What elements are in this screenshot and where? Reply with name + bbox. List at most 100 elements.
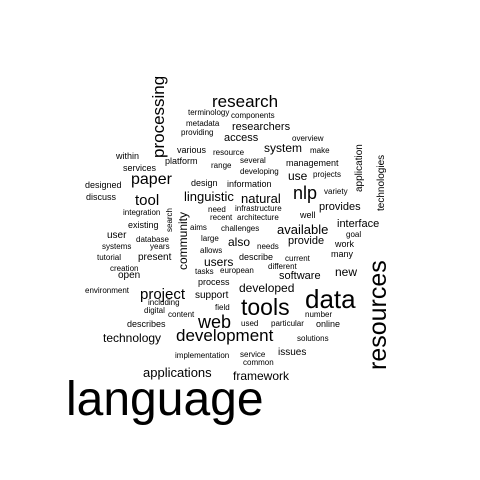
word-providing: providing xyxy=(181,128,214,137)
word-management: management xyxy=(286,158,339,168)
word-technology: technology xyxy=(103,331,162,345)
word-well: well xyxy=(300,210,316,220)
word-user: user xyxy=(107,230,127,241)
word-interface: interface xyxy=(337,218,380,230)
word-existing: existing xyxy=(128,220,159,230)
word-needs: needs xyxy=(257,242,279,251)
word-systems: systems xyxy=(102,242,132,251)
word-new: new xyxy=(335,265,358,279)
word-tool: tool xyxy=(135,192,160,209)
word-processing: processing xyxy=(149,75,168,158)
word-linguistic: linguistic xyxy=(184,189,234,204)
word-various: various xyxy=(177,145,207,155)
word-challenges: challenges xyxy=(221,224,260,233)
word-system: system xyxy=(264,141,303,155)
word-web: web xyxy=(198,312,232,332)
word-research: research xyxy=(212,92,279,111)
word-many: many xyxy=(331,249,354,259)
word-creation: creation xyxy=(110,264,139,273)
word-technologies: technologies xyxy=(376,154,387,211)
word-language: language xyxy=(66,373,264,426)
word-developed: developed xyxy=(239,281,295,295)
word-field: field xyxy=(215,303,230,312)
word-users: users xyxy=(204,255,234,269)
word-support: support xyxy=(195,290,229,301)
word-nlp: nlp xyxy=(293,183,318,203)
word-range: range xyxy=(211,161,232,170)
word-resource: resource xyxy=(213,148,245,157)
word-digital: digital xyxy=(144,306,165,315)
word-recent: recent xyxy=(210,213,233,222)
word-present: present xyxy=(138,252,172,263)
word-used: used xyxy=(241,319,259,328)
word-content: content xyxy=(168,310,195,319)
word-provides: provides xyxy=(319,201,361,213)
word-solutions: solutions xyxy=(297,334,329,343)
word-design: design xyxy=(191,178,218,188)
word-particular: particular xyxy=(271,319,304,328)
word-terminology: terminology xyxy=(188,108,230,117)
word-implementation: implementation xyxy=(175,351,230,360)
word-overview: overview xyxy=(292,134,324,143)
word-application: application xyxy=(354,144,365,192)
word-years: years xyxy=(150,242,170,251)
word-data: data xyxy=(305,284,356,314)
word-aims: aims xyxy=(190,223,207,232)
word-project: project xyxy=(140,286,186,303)
word-access: access xyxy=(224,132,259,144)
word-process: process xyxy=(198,277,230,287)
word-allows: allows xyxy=(200,246,223,255)
word-projects: projects xyxy=(313,170,342,179)
word-developing: developing xyxy=(240,167,279,176)
word-online: online xyxy=(316,319,341,329)
word-environment: environment xyxy=(85,286,130,295)
word-resources: resources xyxy=(364,260,392,370)
word-natural: natural xyxy=(241,191,281,206)
word-components: components xyxy=(231,111,275,120)
word-need: need xyxy=(208,205,226,214)
word-several: several xyxy=(240,156,266,165)
word-tools: tools xyxy=(241,294,290,320)
word-work: work xyxy=(335,239,355,249)
word-integration: integration xyxy=(123,208,161,217)
word-community: community xyxy=(176,211,190,270)
word-infrastructure: infrastructure xyxy=(235,204,282,213)
word-open: open xyxy=(118,270,141,281)
word-within: within xyxy=(116,151,140,161)
word-development: development xyxy=(176,326,274,345)
word-search: search xyxy=(165,207,174,232)
word-common: common xyxy=(243,358,274,367)
word-applications: applications xyxy=(143,365,212,380)
word-issues: issues xyxy=(278,347,307,358)
word-european: european xyxy=(220,266,254,275)
word-discuss: discuss xyxy=(86,192,117,202)
word-architecture: architecture xyxy=(237,213,279,222)
word-use: use xyxy=(288,169,308,183)
word-number: number xyxy=(305,310,333,319)
word-describes: describes xyxy=(127,319,166,329)
word-make: make xyxy=(310,146,330,155)
word-metadata: metadata xyxy=(186,119,220,128)
word-platform: platform xyxy=(165,156,198,166)
word-paper: paper xyxy=(131,171,172,188)
word-tutorial: tutorial xyxy=(97,253,122,262)
word-tasks: tasks xyxy=(195,267,214,276)
word-researchers: researchers xyxy=(232,121,291,133)
word-services: services xyxy=(123,163,157,173)
word-current: current xyxy=(285,254,310,263)
word-software: software xyxy=(279,270,321,282)
word-designed: designed xyxy=(85,180,122,190)
word-different: different xyxy=(268,262,297,271)
word-large: large xyxy=(201,234,219,243)
word-describe: describe xyxy=(239,252,274,262)
word-goal: goal xyxy=(346,230,362,239)
word-including: including xyxy=(148,298,180,307)
word-variety: variety xyxy=(324,187,348,196)
word-database: database xyxy=(136,235,169,244)
word-provide: provide xyxy=(288,235,325,247)
word-available: available xyxy=(277,222,329,237)
word-framework: framework xyxy=(233,369,290,383)
word-information: information xyxy=(227,179,272,189)
word-also: also xyxy=(228,235,251,249)
